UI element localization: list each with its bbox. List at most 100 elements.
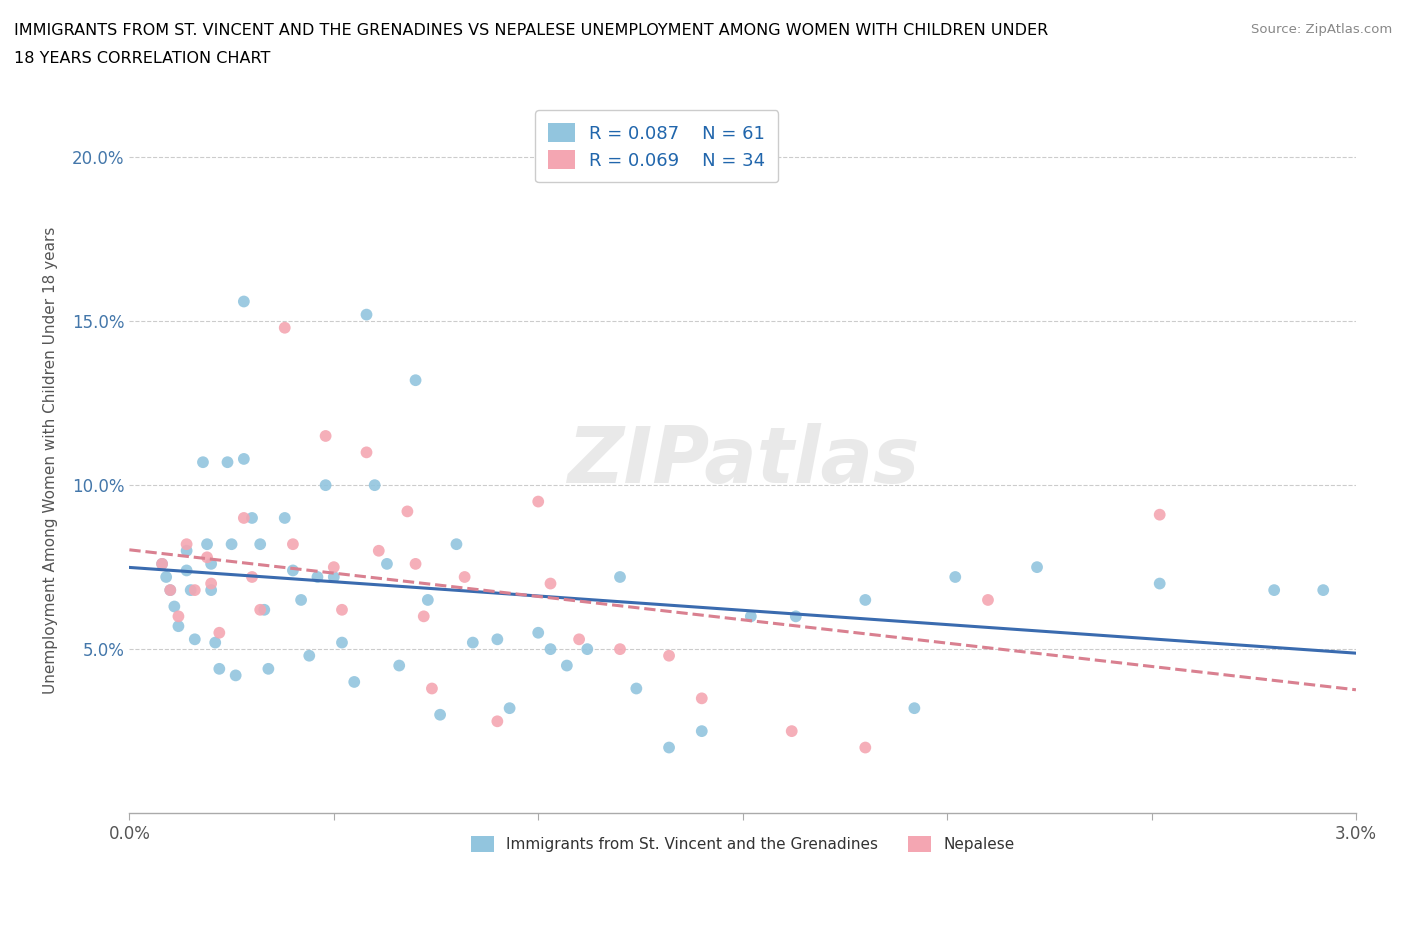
- Point: [330, 635, 353, 650]
- Point: [217, 455, 239, 470]
- Point: [903, 700, 925, 715]
- Point: [200, 576, 222, 591]
- Point: [429, 708, 451, 723]
- Point: [184, 631, 207, 646]
- Point: [330, 603, 353, 618]
- Point: [446, 537, 468, 551]
- Point: [367, 543, 389, 558]
- Point: [853, 592, 876, 607]
- Point: [375, 556, 398, 571]
- Point: [232, 451, 254, 466]
- Point: [658, 648, 681, 663]
- Point: [298, 648, 321, 663]
- Point: [176, 537, 198, 551]
- Point: [176, 563, 198, 578]
- Text: Source: ZipAtlas.com: Source: ZipAtlas.com: [1251, 23, 1392, 36]
- Point: [363, 478, 385, 493]
- Point: [609, 569, 631, 584]
- Point: [176, 543, 198, 558]
- Point: [208, 625, 231, 640]
- Point: [540, 642, 562, 657]
- Point: [405, 556, 427, 571]
- Point: [240, 569, 263, 584]
- Point: [740, 609, 762, 624]
- Point: [200, 583, 222, 598]
- Point: [249, 537, 271, 551]
- Point: [1312, 583, 1334, 598]
- Point: [204, 635, 226, 650]
- Point: [191, 455, 214, 470]
- Point: [150, 556, 173, 571]
- Point: [356, 307, 378, 322]
- Point: [232, 294, 254, 309]
- Point: [626, 681, 648, 696]
- Point: [461, 635, 484, 650]
- Point: [221, 537, 243, 551]
- Point: [232, 511, 254, 525]
- Point: [240, 511, 263, 525]
- Point: [1263, 583, 1285, 598]
- Text: ZIPatlas: ZIPatlas: [567, 422, 918, 498]
- Point: [785, 609, 807, 624]
- Point: [195, 550, 218, 565]
- Point: [1026, 560, 1049, 575]
- Point: [690, 724, 713, 738]
- Point: [307, 569, 329, 584]
- Point: [159, 583, 181, 598]
- Point: [527, 494, 550, 509]
- Point: [195, 537, 218, 551]
- Point: [208, 661, 231, 676]
- Text: IMMIGRANTS FROM ST. VINCENT AND THE GRENADINES VS NEPALESE UNEMPLOYMENT AMONG WO: IMMIGRANTS FROM ST. VINCENT AND THE GREN…: [14, 23, 1049, 38]
- Point: [609, 642, 631, 657]
- Point: [249, 603, 271, 618]
- Point: [540, 576, 562, 591]
- Point: [150, 556, 173, 571]
- Point: [315, 429, 337, 444]
- Point: [1149, 507, 1171, 522]
- Point: [943, 569, 966, 584]
- Point: [274, 511, 297, 525]
- Point: [486, 714, 509, 729]
- Point: [498, 700, 520, 715]
- Point: [322, 560, 344, 575]
- Point: [274, 320, 297, 335]
- Point: [155, 569, 177, 584]
- Point: [658, 740, 681, 755]
- Point: [290, 592, 312, 607]
- Point: [159, 583, 181, 598]
- Point: [568, 631, 591, 646]
- Point: [388, 658, 411, 673]
- Legend: Immigrants from St. Vincent and the Grenadines, Nepalese: Immigrants from St. Vincent and the Gren…: [464, 830, 1021, 858]
- Y-axis label: Unemployment Among Women with Children Under 18 years: Unemployment Among Women with Children U…: [44, 227, 58, 695]
- Point: [527, 625, 550, 640]
- Point: [253, 603, 276, 618]
- Point: [1149, 576, 1171, 591]
- Point: [412, 609, 434, 624]
- Point: [167, 618, 190, 633]
- Point: [977, 592, 1000, 607]
- Point: [690, 691, 713, 706]
- Point: [780, 724, 803, 738]
- Point: [555, 658, 578, 673]
- Point: [356, 445, 378, 459]
- Point: [343, 674, 366, 689]
- Point: [453, 569, 475, 584]
- Point: [486, 631, 509, 646]
- Point: [167, 609, 190, 624]
- Point: [416, 592, 439, 607]
- Text: 18 YEARS CORRELATION CHART: 18 YEARS CORRELATION CHART: [14, 51, 270, 66]
- Point: [184, 583, 207, 598]
- Point: [405, 373, 427, 388]
- Point: [576, 642, 599, 657]
- Point: [281, 563, 304, 578]
- Point: [853, 740, 876, 755]
- Point: [257, 661, 280, 676]
- Point: [225, 668, 247, 683]
- Point: [420, 681, 443, 696]
- Point: [322, 569, 344, 584]
- Point: [396, 504, 419, 519]
- Point: [315, 478, 337, 493]
- Point: [180, 583, 202, 598]
- Point: [163, 599, 186, 614]
- Point: [281, 537, 304, 551]
